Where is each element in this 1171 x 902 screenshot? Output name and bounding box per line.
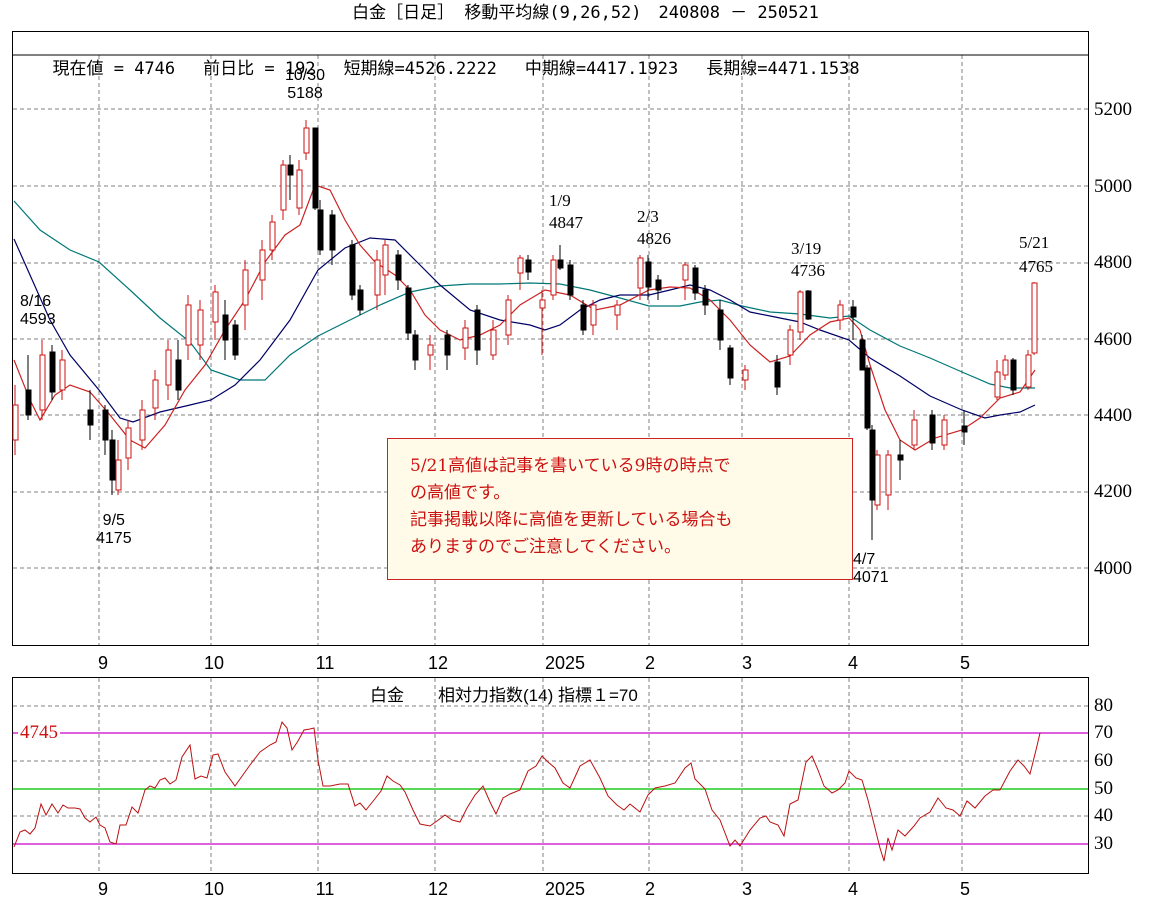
x-tick-bottom: 9	[97, 879, 109, 899]
rsi-y-tick: 30	[1094, 833, 1113, 854]
chart-title: 白金［日足］ 移動平均線(9,26,52) 240808 － 250521	[352, 3, 819, 23]
disclaimer-note: 5/21高値は記事を書いている9時の時点で の高値です。 記事掲載以降に高値を更…	[387, 438, 853, 580]
x-tick: 2	[644, 653, 656, 673]
annotation-3-19: 3/19 4736	[791, 239, 825, 280]
x-tick: 12	[427, 653, 449, 673]
y-tick: 4400	[1094, 405, 1132, 426]
price-panel	[12, 31, 1089, 646]
rsi-y-tick: 50	[1094, 778, 1113, 799]
y-tick: 4600	[1094, 329, 1132, 350]
y-tick: 5000	[1094, 176, 1132, 197]
x-tick: 9	[97, 653, 109, 673]
mid-ma-value: 中期線=4417.1923	[524, 59, 679, 79]
rsi-y-tick: 60	[1094, 750, 1113, 771]
annotation-5-21: 5/21 4765	[1019, 233, 1053, 276]
x-tick-bottom: 4	[847, 879, 859, 899]
x-tick: 4	[847, 653, 859, 673]
annotation-1-9: 1/9 4847	[549, 191, 583, 232]
long-ma-value: 長期線=4471.1538	[706, 59, 860, 79]
info-row: 現在値 = 4746 前日比 = 192 短期線=4526.2222 中期線=4417…	[32, 36, 888, 80]
annotation-2-3: 2/3 4826	[637, 207, 671, 248]
candles	[12, 120, 1038, 540]
rsi-title: 白金 相対力指数(14) 指標１=70	[370, 686, 638, 705]
short-ma-value: 短期線=4526.2222	[343, 59, 497, 79]
annotation-4-7: 4/7 4071	[853, 551, 889, 586]
annotation-8-16: 8/16 4593	[20, 293, 56, 328]
rsi-panel	[12, 677, 1089, 874]
y-tick: 4000	[1094, 558, 1132, 579]
rsi-price-label: 4745	[18, 722, 60, 744]
y-tick: 4800	[1094, 252, 1132, 273]
day-change: 前日比 = 192	[203, 59, 316, 79]
y-tick: 4200	[1094, 481, 1132, 502]
annotation-10-30: 10/30 5188	[285, 67, 326, 102]
x-tick-bottom: 10	[203, 879, 225, 899]
x-tick: 11	[315, 653, 335, 673]
x-tick-bottom: 5	[959, 879, 971, 899]
x-tick-bottom: 11	[315, 879, 335, 899]
x-tick: 10	[203, 653, 225, 673]
x-tick-bottom: 2	[644, 879, 656, 899]
rsi-y-tick: 40	[1094, 805, 1113, 826]
x-tick: 2025	[544, 653, 586, 673]
rsi-y-tick: 70	[1094, 722, 1113, 743]
x-tick: 5	[959, 653, 971, 673]
y-tick: 5200	[1094, 99, 1132, 120]
x-tick: 3	[741, 653, 753, 673]
rsi-y-tick: 80	[1094, 695, 1113, 716]
x-tick-bottom: 3	[741, 879, 753, 899]
current-price: 現在値 = 4746	[52, 59, 176, 79]
x-tick-bottom: 2025	[544, 879, 586, 899]
annotation-9-5: 9/5 4175	[96, 512, 132, 547]
x-tick-bottom: 12	[427, 879, 449, 899]
